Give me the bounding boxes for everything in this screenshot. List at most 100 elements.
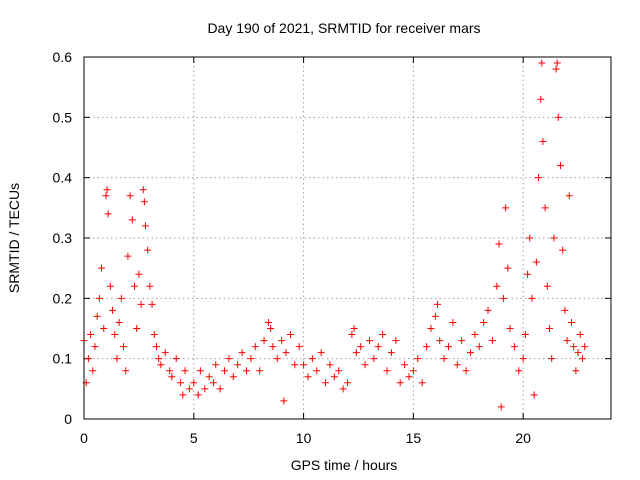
data-point [157, 361, 165, 369]
data-point [210, 379, 218, 387]
data-point [317, 349, 325, 357]
data-point [269, 343, 277, 351]
data-point [140, 198, 148, 206]
data-point [242, 367, 250, 375]
y-tick-label: 0.1 [53, 351, 73, 367]
data-point [488, 337, 496, 345]
data-point [572, 367, 580, 375]
data-point [251, 343, 259, 351]
data-point [339, 385, 347, 393]
data-point [524, 270, 532, 278]
data-point [113, 355, 121, 363]
data-point [396, 379, 404, 387]
data-point [532, 258, 540, 266]
data-point [102, 192, 110, 200]
data-point [196, 367, 204, 375]
data-point [379, 331, 387, 339]
data-point [291, 361, 299, 369]
data-point [515, 367, 523, 375]
data-point [528, 294, 536, 302]
plot-frame [83, 56, 612, 420]
data-point [91, 343, 99, 351]
data-point [570, 343, 578, 351]
data-point [567, 318, 575, 326]
data-point [205, 373, 213, 381]
data-point [502, 204, 510, 212]
data-points [80, 59, 589, 411]
y-tick-label: 0.6 [53, 49, 73, 65]
data-point [409, 367, 417, 375]
data-point [95, 294, 103, 302]
data-point [161, 349, 169, 357]
data-point [166, 367, 174, 375]
data-point [471, 331, 479, 339]
y-tick-label: 0.4 [53, 170, 73, 186]
data-point [559, 246, 567, 254]
data-point [260, 337, 268, 345]
data-point [504, 264, 512, 272]
data-point [278, 337, 286, 345]
data-point [212, 361, 220, 369]
data-point [387, 349, 395, 357]
data-point [484, 306, 492, 314]
data-point [506, 325, 514, 332]
data-point [100, 325, 108, 332]
data-point [300, 361, 308, 369]
data-point [480, 318, 488, 326]
data-point [553, 59, 561, 67]
data-point [104, 210, 112, 218]
data-point [137, 300, 145, 308]
data-point [556, 162, 564, 170]
x-tick-label: 15 [406, 430, 422, 446]
x-tick-label: 5 [190, 430, 198, 446]
data-point [128, 216, 136, 224]
data-point [148, 300, 156, 308]
data-point [427, 325, 435, 332]
x-tick-label: 20 [515, 430, 531, 446]
data-point [576, 331, 584, 339]
data-point [295, 343, 303, 351]
data-point [221, 367, 229, 375]
data-point [565, 192, 573, 200]
data-point [308, 355, 316, 363]
data-point [535, 174, 543, 182]
data-point [392, 337, 400, 345]
data-point [144, 246, 152, 254]
data-point [322, 379, 330, 387]
data-point [126, 192, 134, 200]
data-point [440, 355, 448, 363]
data-point [526, 234, 534, 242]
data-point [313, 367, 321, 375]
data-point [190, 379, 198, 387]
x-tick-label: 10 [296, 430, 312, 446]
data-point [436, 337, 444, 345]
data-point [335, 367, 343, 375]
data-point [326, 361, 334, 369]
data-point [172, 355, 180, 363]
data-point [530, 391, 538, 399]
data-point [89, 367, 97, 375]
data-point [87, 331, 95, 339]
data-point [539, 137, 547, 145]
data-point [466, 349, 474, 357]
data-point [124, 252, 132, 260]
data-point [495, 240, 503, 248]
data-point [181, 367, 189, 375]
data-point [546, 325, 554, 332]
data-point [574, 349, 582, 357]
data-point [111, 331, 119, 339]
y-tick-label: 0.5 [53, 109, 73, 125]
data-point [168, 373, 176, 381]
data-point [185, 385, 193, 393]
data-point [348, 331, 356, 339]
data-point [135, 270, 143, 278]
data-point [267, 325, 275, 332]
data-point [519, 355, 527, 363]
data-point [458, 337, 466, 345]
data-point [357, 343, 365, 351]
data-point [120, 343, 128, 351]
data-point [543, 282, 551, 290]
data-point [122, 367, 130, 375]
data-point [106, 282, 114, 290]
